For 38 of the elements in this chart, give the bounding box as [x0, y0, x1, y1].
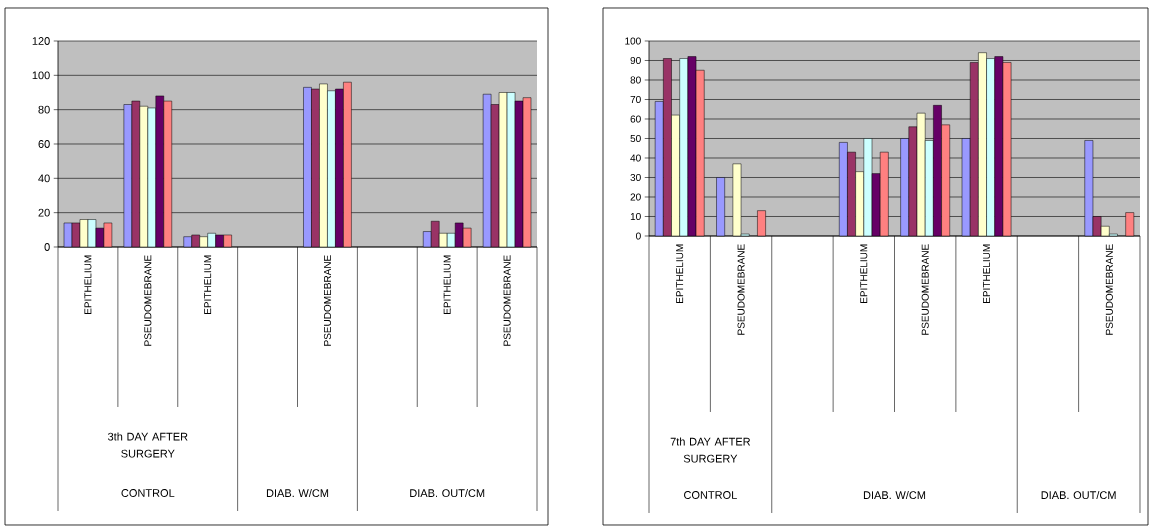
- text: DIAB. OUT/CM: [410, 488, 485, 498]
- y-tick-label: 80: [630, 76, 641, 84]
- x-tick-label: PSEUDOMEBRANE: [144, 255, 152, 346]
- x-tick-label: EPITHELIUM: [983, 244, 991, 303]
- text: CONTROL: [684, 491, 737, 499]
- text: DIAB. OUT/CM: [1041, 490, 1116, 500]
- x-tick-label: PSEUDOMEBRANE: [323, 255, 331, 346]
- y-tick-label: 90: [630, 56, 641, 65]
- y-tick-label: 80: [38, 105, 50, 114]
- y-tick-label: 60: [630, 115, 641, 123]
- y-tick-label: 40: [38, 174, 50, 183]
- x-tick-label: PSEUDOMEBRANE: [1105, 244, 1113, 335]
- x-tick-label: PSEUDOMEBRANE: [921, 244, 929, 335]
- x-tick-label: EPITHELIUM: [676, 244, 684, 303]
- text: DIAB. W/CM: [863, 490, 926, 500]
- y-tick-label: 60: [38, 140, 50, 148]
- y-tick-label: 10: [630, 212, 641, 221]
- x-tick-label: EPITHELIUM: [860, 244, 868, 303]
- y-tick-label: 70: [630, 95, 641, 104]
- y-tick-label: 100: [32, 71, 50, 80]
- x-tick-label: PSEUDOMEBRANE: [737, 244, 745, 335]
- x-tick-label: EPITHELIUM: [443, 255, 451, 314]
- y-tick-label: 120: [32, 37, 50, 45]
- text: 7th DAY AFTER SURGERY: [670, 437, 751, 463]
- y-tick-label: 20: [630, 193, 641, 201]
- y-tick-label: 20: [38, 208, 50, 217]
- y-tick-label: 100: [625, 37, 641, 45]
- text: CONTROL: [121, 489, 175, 497]
- y-tick-label: 30: [630, 173, 641, 182]
- text: DIAB. W/CM: [266, 488, 329, 498]
- x-tick-label: EPITHELIUM: [204, 255, 212, 314]
- y-tick-label: 0: [636, 232, 641, 240]
- y-tick-label: 50: [630, 134, 641, 143]
- x-tick-label: PSEUDOMEBRANE: [503, 255, 511, 346]
- y-tick-label: 40: [630, 154, 641, 162]
- text: 3th DAY AFTER SURGERY: [108, 432, 188, 458]
- y-tick-label: 0: [44, 243, 50, 251]
- x-tick-label: EPITHELIUM: [84, 255, 92, 314]
